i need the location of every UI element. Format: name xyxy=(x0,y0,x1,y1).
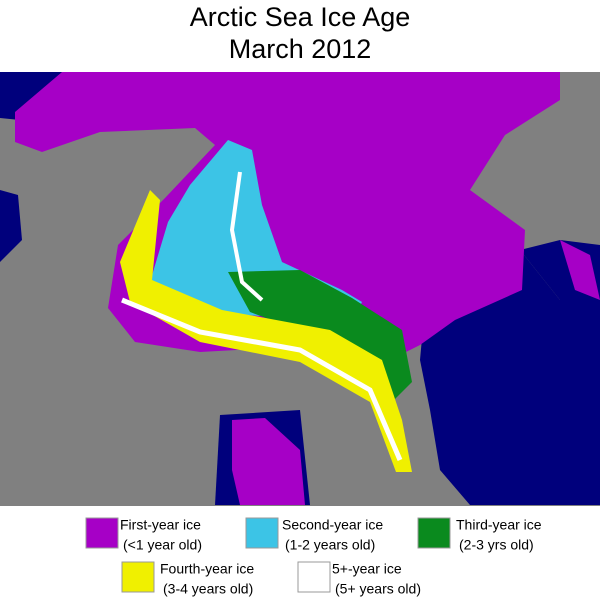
legend-sublabel: (3-4 years old) xyxy=(163,581,253,597)
legend-swatch xyxy=(245,517,279,549)
legend-sublabel: (2-3 yrs old) xyxy=(459,537,534,553)
legend-swatch xyxy=(85,517,119,549)
legend-label: Fourth-year ice xyxy=(160,561,254,577)
first-year-ice xyxy=(560,240,600,300)
legend-sublabel: (1-2 years old) xyxy=(285,537,375,553)
ocean xyxy=(0,190,22,262)
legend-swatch xyxy=(121,561,155,593)
first-year-ice xyxy=(232,418,305,505)
legend-swatch xyxy=(417,517,451,549)
title-line: March 2012 xyxy=(229,34,372,64)
map xyxy=(0,72,600,506)
legend-label: First-year ice xyxy=(120,517,201,533)
legend-label: Third-year ice xyxy=(456,517,542,533)
legend-sublabel: (5+ years old) xyxy=(335,581,421,597)
title-line: Arctic Sea Ice Age xyxy=(190,2,411,32)
multi-year-ice xyxy=(121,297,403,461)
legend-swatch xyxy=(297,561,331,593)
legend-label: 5+-year ice xyxy=(332,561,402,577)
legend-label: Second-year ice xyxy=(282,517,383,533)
fourth-year-ice xyxy=(120,190,412,472)
multi-year-ice xyxy=(229,171,264,302)
legend: First-year ice (<1 year old) Second-year i… xyxy=(85,517,542,597)
legend-sublabel: (<1 year old) xyxy=(123,537,202,553)
